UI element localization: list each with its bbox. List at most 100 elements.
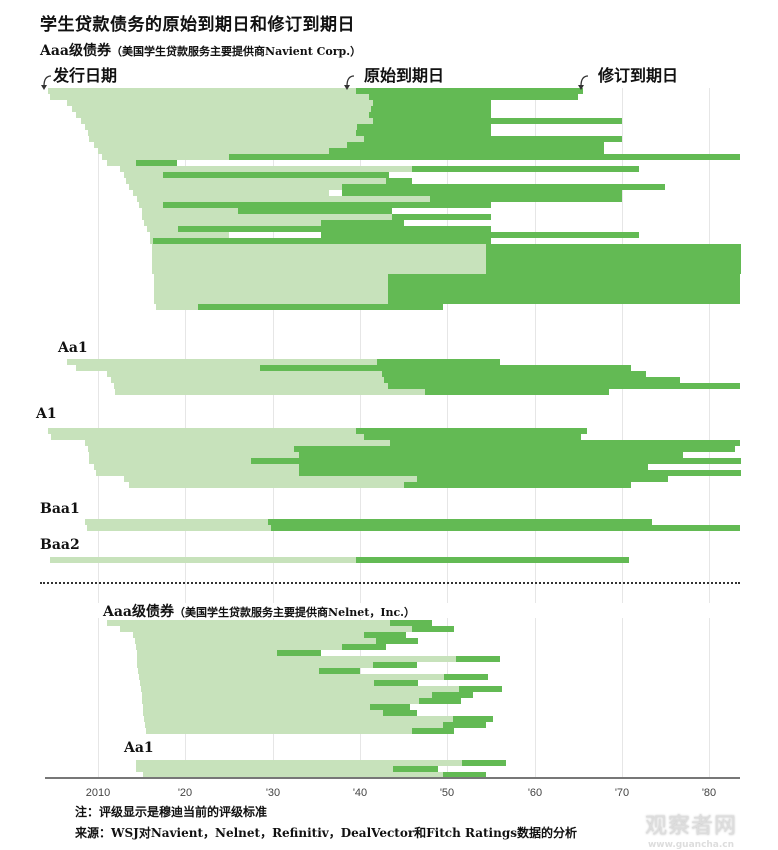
x-tick-label: '30 (265, 787, 281, 799)
bar-issue-to-original (76, 112, 369, 118)
bar-original-to-revised (419, 698, 462, 704)
bar-original-to-revised (342, 190, 622, 196)
bar-issue-to-original (106, 371, 382, 377)
bar-original-to-revised (355, 88, 583, 94)
bar-original-to-revised (342, 644, 387, 650)
bar-original-to-revised (368, 112, 491, 118)
bar-issue-to-original (142, 772, 443, 778)
bar-original-to-revised (357, 124, 491, 130)
bar-original-to-revised (462, 760, 506, 766)
bar-original-to-revised (442, 772, 487, 778)
bar-original-to-revised (453, 716, 494, 722)
bar-original-to-revised (298, 470, 742, 476)
chart-source: 来源：WSJ对Navient，Nelnet，Refinitiv，DealVect… (75, 826, 577, 840)
bar-original-to-revised (268, 519, 653, 525)
watermark-url: www.guancha.cn (647, 840, 735, 850)
bar-issue-to-original (93, 142, 347, 148)
bar-original-to-revised (442, 722, 487, 728)
section-divider (40, 582, 740, 584)
annotation-issue-date: 发行日期 (53, 66, 118, 85)
bar-original-to-revised (393, 766, 438, 772)
bar-original-to-revised (387, 383, 740, 389)
bar-issue-to-original (141, 208, 238, 214)
section-title-nelnet-main: Aaa级债券 (103, 604, 175, 620)
bar-original-to-revised (386, 178, 413, 184)
gridline (709, 88, 710, 603)
gridline (447, 88, 448, 603)
bar-original-to-revised (372, 118, 622, 124)
bar-issue-to-original (155, 304, 199, 310)
bar-issue-to-original (144, 716, 454, 722)
bar-issue-to-original (98, 148, 330, 154)
bar-issue-to-original (145, 722, 443, 728)
bar-issue-to-original (125, 178, 387, 184)
bar-issue-to-original (141, 692, 433, 698)
bar-issue-to-original (143, 710, 383, 716)
bar-original-to-revised (412, 166, 640, 172)
bar-original-to-revised (250, 458, 742, 464)
bar-original-to-revised (163, 202, 491, 208)
bar-original-to-revised (381, 371, 647, 377)
bar-issue-to-original (124, 476, 417, 482)
section-title-navient: Aaa级债券（美国学生贷款服务主要提供商Navient Corp.） (40, 40, 361, 60)
bar-original-to-revised (485, 268, 742, 274)
bar-issue-to-original (137, 196, 430, 202)
bar-issue-to-original (139, 680, 374, 686)
bar-issue-to-original (128, 184, 343, 190)
bar-issue-to-original (146, 728, 413, 734)
watermark-logo-text: 观察者网 (645, 814, 738, 839)
bar-original-to-revised (372, 662, 417, 668)
bar-issue-to-original (152, 256, 486, 262)
bar-original-to-revised (320, 232, 640, 238)
bar-issue-to-original (149, 232, 229, 238)
bar-issue-to-original (153, 280, 388, 286)
bar-issue-to-original (111, 377, 385, 383)
rating-label-baa2: Baa2 (40, 537, 80, 553)
chart-title: 学生贷款债务的原始到期日和修订到期日 (40, 15, 355, 35)
original-arrow-icon (344, 75, 355, 90)
bar-issue-to-original (93, 464, 299, 470)
bar-issue-to-original (48, 88, 356, 94)
bar-original-to-revised (485, 256, 742, 262)
chart-note: 注：评级显示是穆迪当前的评级标准 (75, 805, 268, 819)
bar-issue-to-original (119, 626, 413, 632)
gridline (709, 618, 710, 778)
x-tick-label: 2010 (85, 787, 111, 799)
watermark: 观察者网 www.guancha.cn (645, 808, 737, 850)
bar-issue-to-original (89, 458, 251, 464)
section-title-nelnet-subtitle: （美国学生贷款服务主要提供商Nelnet，Inc.） (174, 606, 415, 619)
bar-original-to-revised (384, 377, 681, 383)
bar-original-to-revised (377, 359, 500, 365)
bar-original-to-revised (455, 656, 500, 662)
bar-original-to-revised (355, 428, 587, 434)
annotation-revised-maturity: 修订到期日 (598, 66, 679, 85)
bar-original-to-revised (375, 638, 419, 644)
bar-original-to-revised (276, 650, 321, 656)
bar-issue-to-original (153, 286, 388, 292)
bar-original-to-revised (346, 142, 605, 148)
bar-issue-to-original (89, 136, 365, 142)
bar-issue-to-original (124, 172, 164, 178)
bar-issue-to-original (67, 100, 373, 106)
bar-issue-to-original (80, 118, 373, 124)
section-title-navient-main: Aaa级债券 (40, 43, 112, 59)
bar-original-to-revised (318, 668, 360, 674)
bar-original-to-revised (412, 626, 455, 632)
bar-issue-to-original (48, 428, 356, 434)
bar-issue-to-original (84, 124, 358, 130)
gridline (622, 88, 623, 603)
revised-arrow-icon (578, 75, 589, 90)
gridline (98, 618, 99, 778)
bar-original-to-revised (403, 482, 631, 488)
bar-issue-to-original (144, 220, 321, 226)
bar-issue-to-original (135, 644, 343, 650)
bar-original-to-revised (298, 452, 683, 458)
bar-original-to-revised (458, 686, 503, 692)
bar-issue-to-original (67, 359, 378, 365)
bar-issue-to-original (138, 668, 319, 674)
bar-original-to-revised (485, 262, 742, 268)
bar-original-to-revised (412, 728, 455, 734)
bar-original-to-revised (390, 620, 433, 626)
bar-original-to-revised (135, 160, 177, 166)
bar-original-to-revised (387, 292, 740, 298)
